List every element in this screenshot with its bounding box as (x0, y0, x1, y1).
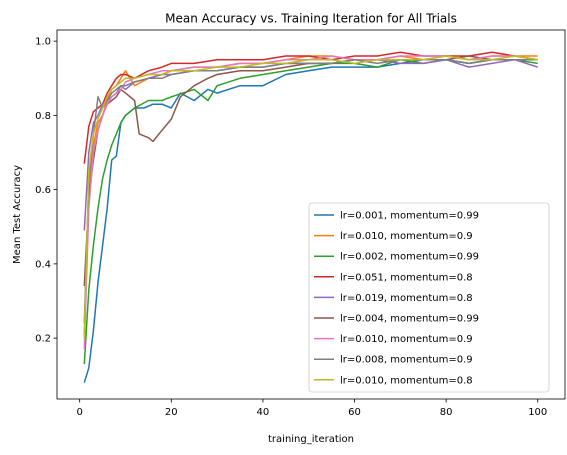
series-line-1 (83, 58, 538, 383)
legend-label: lr=0.002, momentum=0.99 (340, 252, 479, 263)
legend-label: lr=0.001, momentum=0.99 (340, 211, 479, 222)
x-axis-title: training_iteration (268, 434, 354, 445)
legend-label: lr=0.019, momentum=0.8 (340, 293, 473, 304)
y-tick-label: 0.4 (35, 259, 51, 270)
x-axis: 0 20 40 60 80 100 (76, 399, 547, 418)
y-tick-label: 1.0 (35, 37, 51, 48)
y-axis: 0.2 0.4 0.6 0.8 1.0 (35, 37, 57, 345)
legend-box (308, 202, 550, 393)
series-line-9 (83, 55, 538, 339)
y-tick-label: 0.2 (35, 334, 51, 345)
legend-label: lr=0.004, momentum=0.99 (340, 314, 479, 325)
series-layer (83, 51, 538, 383)
x-tick-label: 20 (165, 407, 178, 418)
x-tick-label: 60 (348, 407, 361, 418)
legend: lr=0.001, momentum=0.99 lr=0.010, momentu… (308, 202, 550, 393)
plot-frame (56, 29, 566, 400)
legend-label: lr=0.010, momentum=0.9 (340, 334, 473, 345)
y-axis-title: Mean Test Accuracy (12, 165, 23, 264)
legend-label: lr=0.051, momentum=0.8 (340, 272, 473, 283)
x-tick-label: 40 (257, 407, 270, 418)
chart-title: Mean Accuracy vs. Training Iteration for… (165, 12, 457, 26)
legend-label: lr=0.010, momentum=0.9 (340, 231, 473, 242)
legend-label: lr=0.010, momentum=0.8 (340, 375, 473, 386)
series-line-7 (83, 55, 538, 350)
legend-label: lr=0.008, momentum=0.9 (340, 355, 473, 366)
y-tick-label: 0.8 (35, 111, 51, 122)
y-tick-label: 0.6 (35, 185, 51, 196)
x-tick-label: 0 (76, 407, 82, 418)
x-tick-label: 100 (528, 407, 547, 418)
x-tick-label: 80 (440, 407, 453, 418)
